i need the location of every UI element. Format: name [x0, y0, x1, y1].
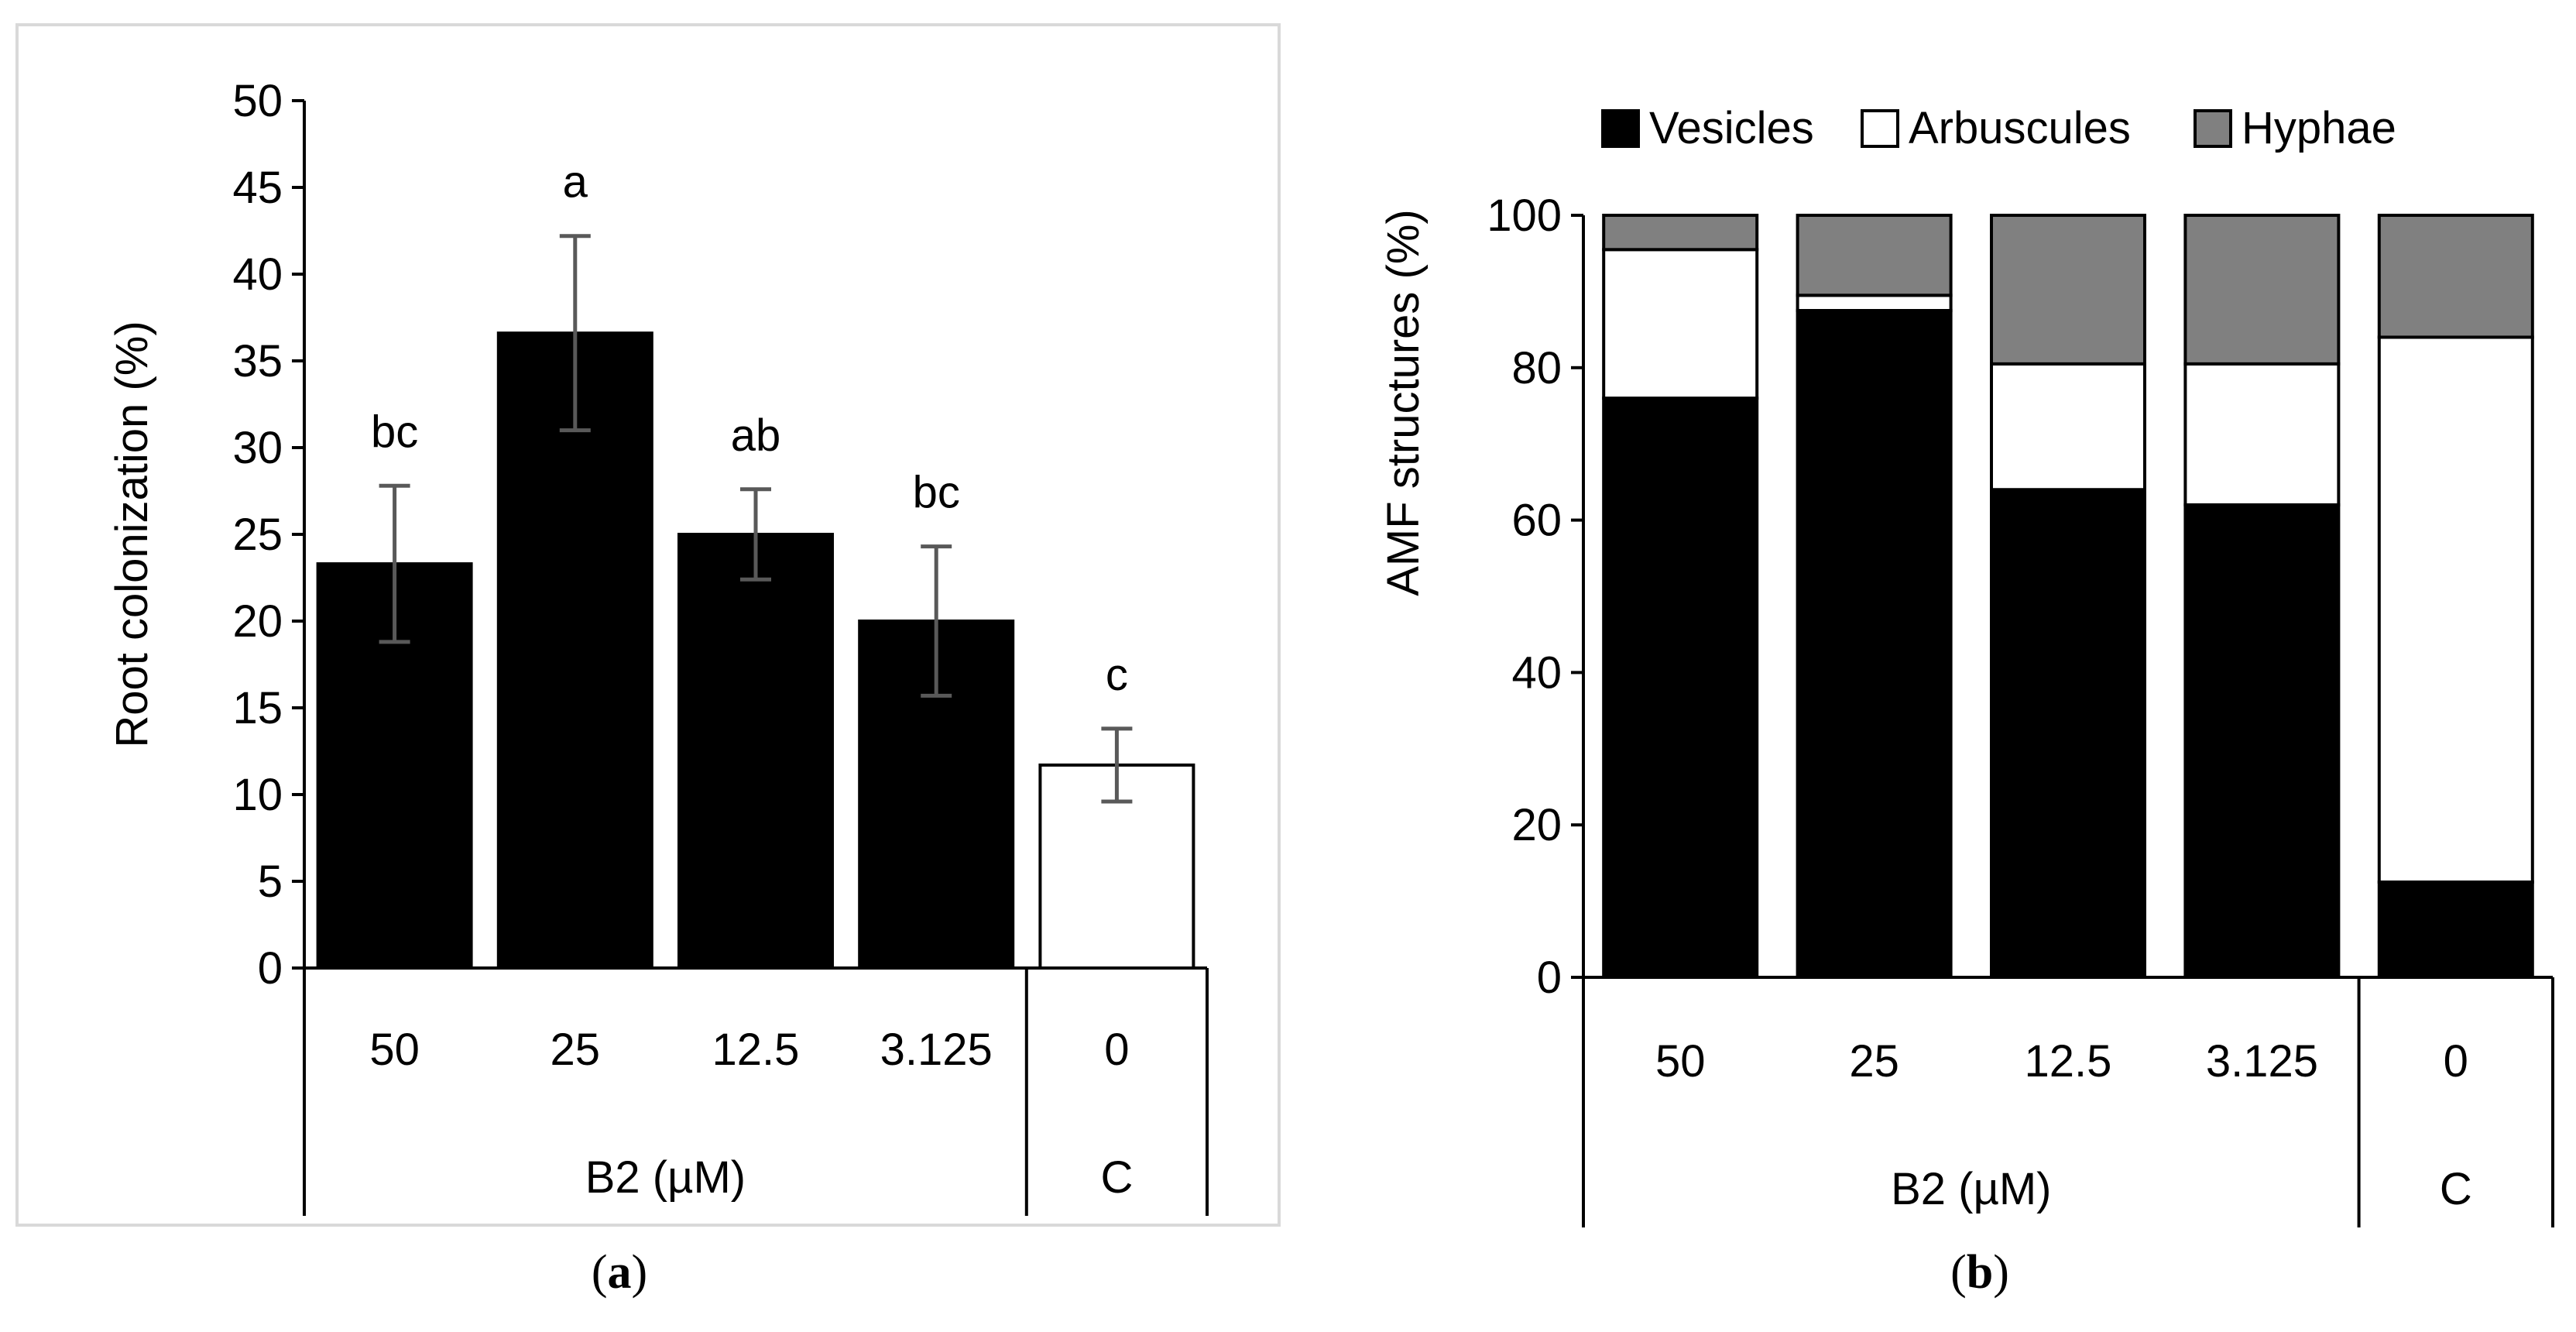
- y-tick-label: 35: [232, 336, 283, 386]
- segment-vesicles-3.125: [2183, 503, 2341, 979]
- segment-arbuscules-0: [2377, 335, 2534, 884]
- panel-a-frame: [15, 23, 1281, 1227]
- significance-letter: bc: [371, 407, 418, 457]
- x-tick-label: 3.125: [2206, 1036, 2318, 1087]
- y-tick-label: 30: [232, 423, 283, 473]
- segment-vesicles-12.5: [1990, 488, 2146, 979]
- x-tick-label: 25: [551, 1025, 601, 1075]
- y-tick-label: 0: [1537, 953, 1562, 1003]
- legend-label-arbuscules: Arbuscules: [1909, 103, 2131, 153]
- y-tick-label: 100: [1487, 191, 1562, 241]
- y-tick-label: 80: [1511, 343, 1562, 393]
- y-tick-label: 15: [232, 683, 283, 733]
- legend-swatch-hyphae: [2194, 109, 2232, 148]
- segment-arbuscules-12.5: [1990, 362, 2146, 492]
- legend-label-vesicles: Vesicles: [1649, 103, 1814, 153]
- panel-b-legend: Vesicles Arbuscules Hyphae: [1601, 103, 2396, 153]
- legend-label-hyphae: Hyphae: [2242, 103, 2396, 153]
- x-group-label: B2 (µM): [1891, 1164, 2051, 1214]
- y-tick-label: 50: [232, 76, 283, 126]
- segment-hyphae-12.5: [1990, 214, 2146, 366]
- y-tick-label: 0: [258, 943, 283, 994]
- panel-b-x-axis: 50 25 12.5 3.125 0 B2 (µM) C: [1582, 976, 2554, 1227]
- segment-hyphae-50: [1602, 214, 1759, 252]
- y-tick-label: 40: [232, 249, 283, 300]
- panel-a-y-axis-ticks: 0 5 10 15 20 25 30 35 40 45 50: [232, 76, 304, 994]
- segment-arbuscules-3.125: [2183, 362, 2341, 506]
- legend-swatch-vesicles: [1601, 109, 1640, 148]
- y-tick-label: 10: [232, 770, 283, 820]
- x-group-label: C: [1100, 1152, 1133, 1203]
- y-tick-label: 25: [232, 510, 283, 560]
- x-tick-label: 25: [1849, 1036, 1899, 1087]
- x-tick-label: 0: [2444, 1036, 2468, 1087]
- y-tick-label: 5: [258, 857, 283, 907]
- panel-a-x-axis: 50 25 12.5 3.125 0 B2 (µM) C: [303, 966, 1209, 1216]
- panel-a-y-axis-label: Root colonization (%): [107, 321, 157, 747]
- x-group-label: C: [2440, 1164, 2472, 1214]
- x-tick-label: 50: [369, 1025, 420, 1075]
- panel-b-bars: [1602, 214, 2534, 979]
- significance-letter: bc: [913, 468, 960, 518]
- segment-hyphae-3.125: [2183, 214, 2341, 366]
- significance-letter: c: [1106, 650, 1128, 700]
- segment-hyphae-0: [2377, 214, 2534, 339]
- panel-b: Vesicles Arbuscules Hyphae 0 20 40 60 80 100 AM…: [1378, 103, 2554, 1299]
- panel-b-y-axis-ticks: 0 20 40 60 80 100: [1487, 191, 1583, 1003]
- x-tick-label: 12.5: [2025, 1036, 2112, 1087]
- y-tick-label: 60: [1511, 496, 1562, 546]
- x-tick-label: 50: [1655, 1036, 1706, 1087]
- y-tick-label: 20: [232, 596, 283, 647]
- legend-swatch-arbuscules: [1861, 109, 1899, 148]
- panel-b-caption: (b): [1950, 1246, 2009, 1299]
- panel-a: 0 5 10 15 20 25 30 35 40 45 50 Root colonization (…: [15, 23, 1281, 1299]
- y-tick-label: 40: [1511, 647, 1562, 698]
- panel-b-y-axis-label: AMF structures (%): [1378, 209, 1429, 596]
- segment-arbuscules-25: [1796, 294, 1953, 313]
- segment-vesicles-0: [2377, 881, 2534, 979]
- segment-hyphae-25: [1796, 214, 1953, 297]
- bar-12.5: [677, 533, 834, 970]
- y-tick-label: 45: [232, 163, 283, 213]
- panel-a-bars: bc a ab bc c: [316, 157, 1195, 970]
- panel-a-caption: (a): [592, 1246, 647, 1299]
- y-tick-label: 20: [1511, 800, 1562, 850]
- significance-letter: a: [563, 157, 588, 208]
- segment-vesicles-50: [1602, 397, 1759, 979]
- segment-vesicles-25: [1796, 309, 1953, 979]
- x-tick-label: 12.5: [712, 1025, 800, 1075]
- segment-arbuscules-50: [1602, 248, 1759, 400]
- x-tick-label: 0: [1104, 1025, 1129, 1075]
- significance-letter: ab: [731, 410, 781, 461]
- x-group-label: B2 (µM): [585, 1152, 746, 1203]
- x-tick-label: 3.125: [880, 1025, 993, 1075]
